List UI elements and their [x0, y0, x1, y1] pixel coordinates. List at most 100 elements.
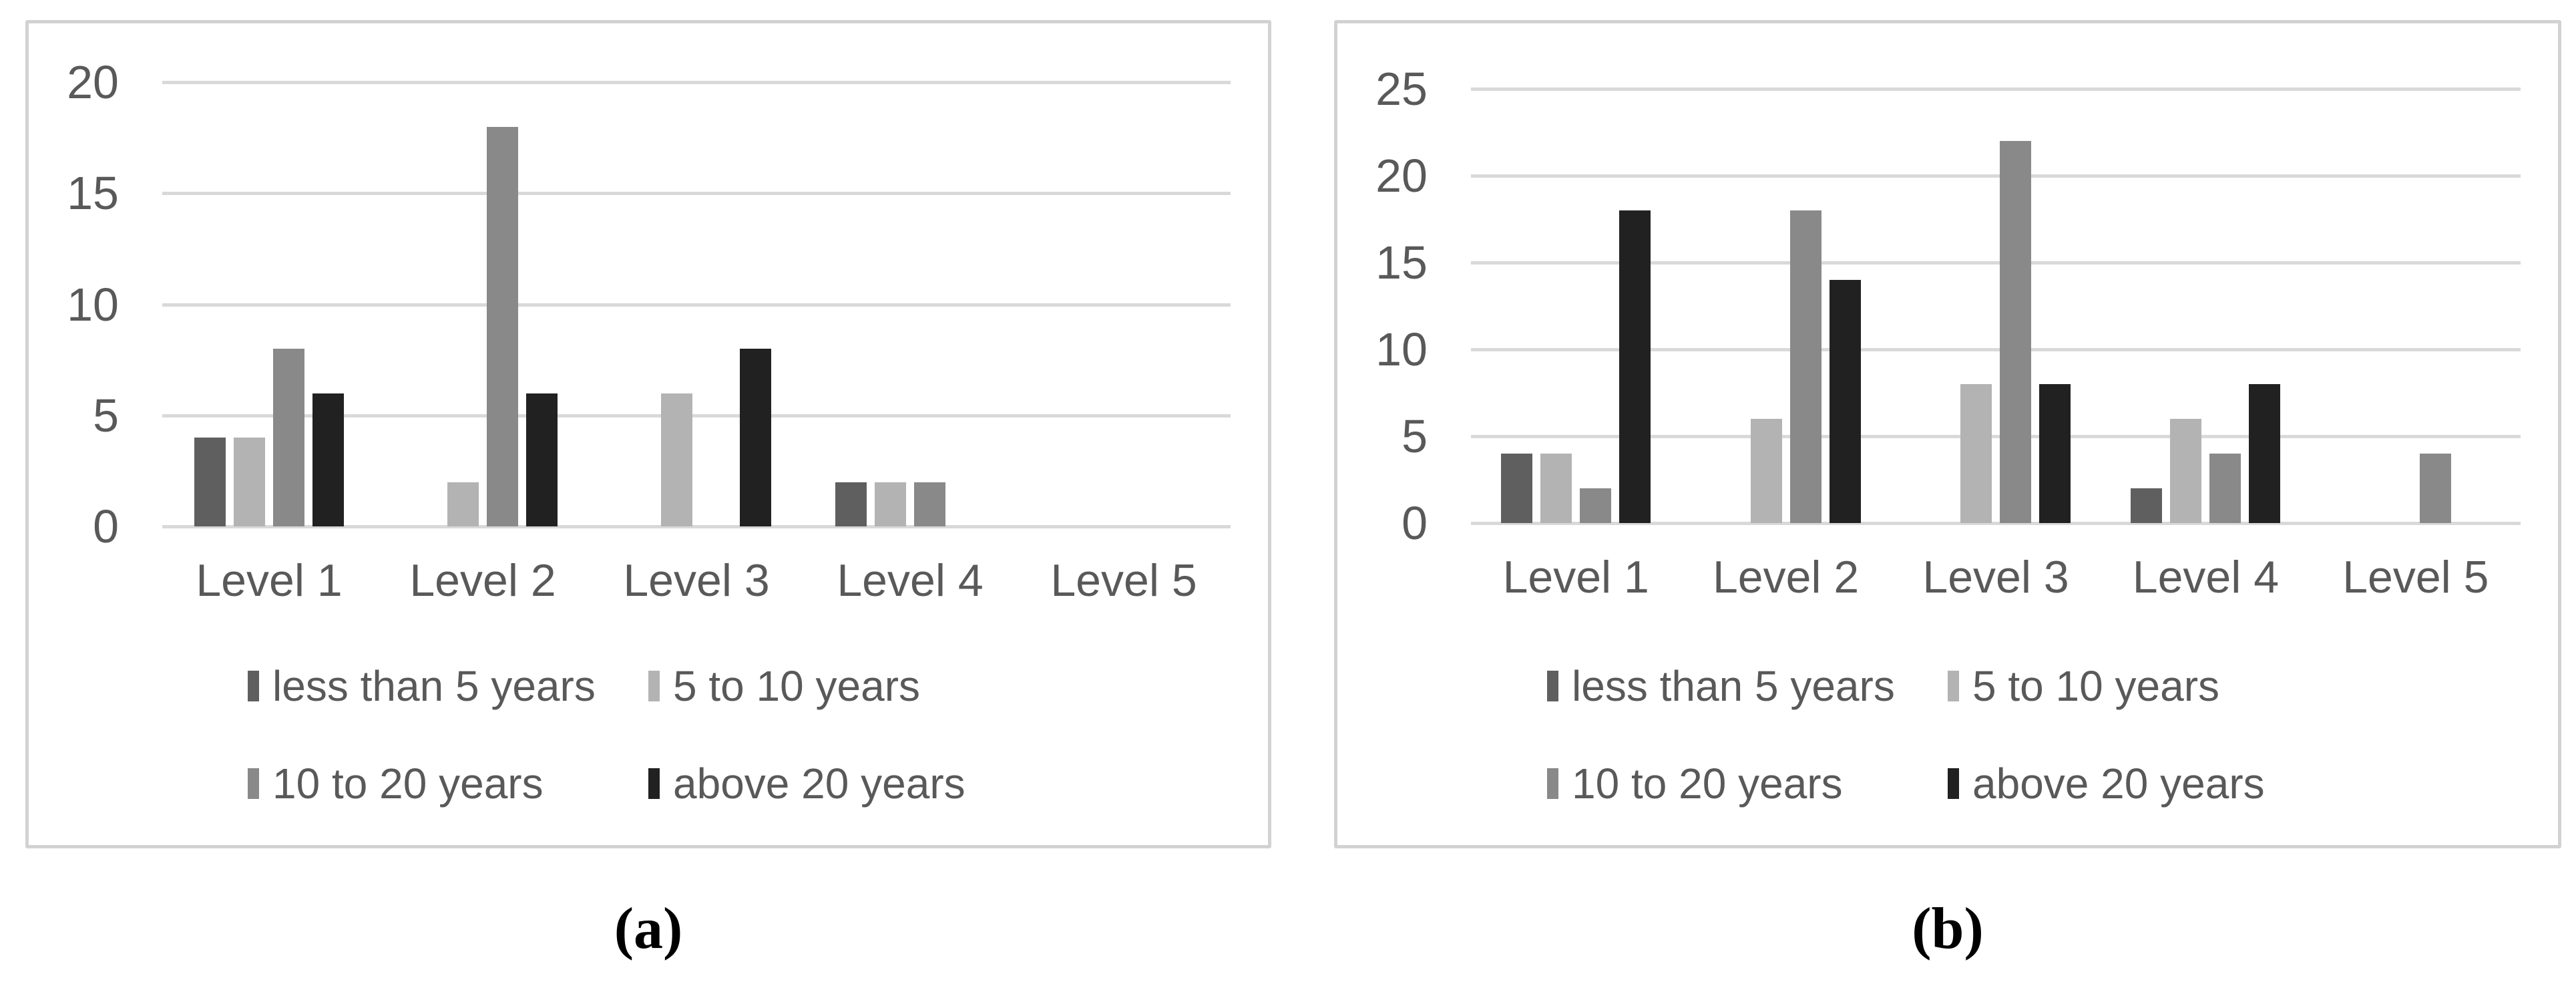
bar-above-20-years-level-4 — [2249, 384, 2281, 523]
x-axis-category-label: Level 5 — [1050, 555, 1197, 606]
x-axis-category-label: Level 4 — [2132, 552, 2280, 603]
y-axis-tick-label-20: 20 — [67, 56, 119, 108]
legend-item-label: above 20 years — [1972, 760, 2265, 808]
legend: less than 5 years 5 to 10 years 10 to 20 y… — [29, 665, 1268, 805]
legend-swatch-icon — [1948, 768, 1959, 799]
x-axis-category-label: Level 2 — [409, 555, 556, 606]
gridline-y-0 — [162, 525, 1231, 528]
legend-swatch-icon — [248, 768, 259, 799]
bar-5-to-10-years-level-3 — [661, 393, 692, 526]
legend-item-label: 5 to 10 years — [673, 662, 920, 710]
gridline-y-15 — [1471, 261, 2521, 265]
bar-5-to-10-years-level-2 — [1750, 419, 1782, 523]
bar-5-to-10-years-level-4 — [2170, 419, 2202, 523]
chart-panel-b: 0 5 10 15 20 25 Level 1 Level 2 Level 3 Level 4 Le… — [1334, 20, 2561, 848]
gridline-y-20 — [162, 81, 1231, 84]
bar-less-than-5-years-level-4 — [835, 482, 867, 526]
legend-row: 10 to 20 years above 20 years — [1547, 762, 2348, 805]
legend: less than 5 years 5 to 10 years 10 to 20 y… — [1337, 665, 2558, 805]
legend-row: less than 5 years 5 to 10 years — [1547, 665, 2348, 707]
legend-item-10-to-20-years: 10 to 20 years — [1547, 762, 1948, 805]
y-axis-tick-label-5: 5 — [93, 389, 119, 442]
y-axis-tick-label-25: 25 — [1375, 63, 1428, 115]
x-axis-category-row: Level 1 Level 2 Level 3 Level 4 Level 5 — [1471, 551, 2521, 603]
gridline-y-10 — [1471, 348, 2521, 351]
gridline-y-0 — [1471, 522, 2521, 525]
y-axis-tick-label-15: 15 — [67, 167, 119, 220]
bar-group-level-1 — [1471, 89, 1681, 523]
legend-row: less than 5 years 5 to 10 years — [248, 665, 1049, 707]
bar-10-to-20-years-level-4 — [914, 482, 945, 526]
x-axis-category-label: Level 5 — [2342, 552, 2489, 603]
bar-5-to-10-years-level-1 — [1540, 454, 1572, 523]
legend-item-less-than-5-years: less than 5 years — [1547, 665, 1948, 707]
legend-item-5-to-10-years: 5 to 10 years — [1948, 665, 2348, 707]
y-axis-tick-label-10: 10 — [1375, 323, 1428, 375]
x-axis-category-label: Level 1 — [196, 555, 343, 606]
legend-swatch-icon — [648, 671, 660, 701]
bar-5-to-10-years-level-2 — [447, 482, 479, 526]
bar-group-level-4 — [803, 82, 1017, 526]
legend-item-5-to-10-years: 5 to 10 years — [648, 665, 1049, 707]
x-axis-category-row: Level 1 Level 2 Level 3 Level 4 Level 5 — [162, 554, 1231, 607]
bar-5-to-10-years-level-3 — [1960, 384, 1992, 523]
y-axis-tick-label-10: 10 — [67, 278, 119, 331]
legend-swatch-icon — [648, 768, 660, 799]
gridline-y-10 — [162, 303, 1231, 307]
bar-5-to-10-years-level-1 — [234, 438, 265, 526]
bar-above-20-years-level-2 — [1829, 280, 1861, 523]
bar-group-level-2 — [376, 82, 590, 526]
legend-item-less-than-5-years: less than 5 years — [248, 665, 648, 707]
figure-caption-a: (a) — [614, 896, 683, 961]
x-axis-category-label: Level 4 — [837, 555, 984, 606]
legend-swatch-icon — [1948, 671, 1959, 701]
bar-group-level-3 — [1891, 89, 2101, 523]
bars-layer — [1471, 89, 2521, 523]
plot-area-b — [1471, 88, 2521, 525]
x-axis-category-label: Level 1 — [1502, 552, 1649, 603]
legend-item-label: 10 to 20 years — [272, 760, 544, 808]
gridline-y-5 — [162, 414, 1231, 418]
bar-5-to-10-years-level-4 — [875, 482, 906, 526]
legend-item-label: above 20 years — [673, 760, 965, 808]
x-axis-category-label: Level 3 — [623, 555, 770, 606]
legend-item-label: less than 5 years — [272, 662, 596, 710]
figure-caption-b: (b) — [1912, 896, 1984, 961]
bar-group-level-3 — [590, 82, 803, 526]
legend-swatch-icon — [1547, 671, 1558, 701]
legend-item-label: less than 5 years — [1572, 662, 1895, 710]
plot-area-a — [162, 81, 1231, 528]
bar-group-level-5 — [1017, 82, 1231, 526]
gridline-y-20 — [1471, 174, 2521, 178]
bar-10-to-20-years-level-1 — [1580, 488, 1612, 523]
x-axis-category-label: Level 2 — [1712, 552, 1860, 603]
bar-group-level-1 — [162, 82, 376, 526]
x-axis-category-label: Level 3 — [1922, 552, 2069, 603]
bar-10-to-20-years-level-2 — [487, 126, 518, 526]
legend-item-label: 10 to 20 years — [1572, 760, 1843, 808]
gridline-y-25 — [1471, 88, 2521, 91]
bars-layer — [162, 82, 1231, 526]
bar-above-20-years-level-3 — [2039, 384, 2071, 523]
y-axis-tick-label-20: 20 — [1375, 150, 1428, 202]
legend-item-label: 5 to 10 years — [1972, 662, 2219, 710]
legend-swatch-icon — [1547, 768, 1558, 799]
y-axis-tick-label-15: 15 — [1375, 236, 1428, 289]
bar-less-than-5-years-level-1 — [194, 438, 226, 526]
y-axis-tick-label-0: 0 — [1402, 497, 1428, 549]
legend-item-10-to-20-years: 10 to 20 years — [248, 762, 648, 805]
bar-group-level-2 — [1681, 89, 1890, 523]
bar-10-to-20-years-level-2 — [1789, 210, 1821, 523]
y-axis-tick-label-5: 5 — [1402, 410, 1428, 462]
bar-above-20-years-level-1 — [312, 393, 344, 526]
legend-item-above-20-years: above 20 years — [1948, 762, 2348, 805]
bar-group-level-5 — [2311, 89, 2521, 523]
bar-above-20-years-level-3 — [740, 349, 771, 526]
bar-group-level-4 — [2101, 89, 2310, 523]
gridline-y-15 — [162, 192, 1231, 196]
bar-above-20-years-level-2 — [526, 393, 558, 526]
bar-10-to-20-years-level-5 — [2419, 454, 2451, 523]
legend-row: 10 to 20 years above 20 years — [248, 762, 1049, 805]
legend-item-above-20-years: above 20 years — [648, 762, 1049, 805]
